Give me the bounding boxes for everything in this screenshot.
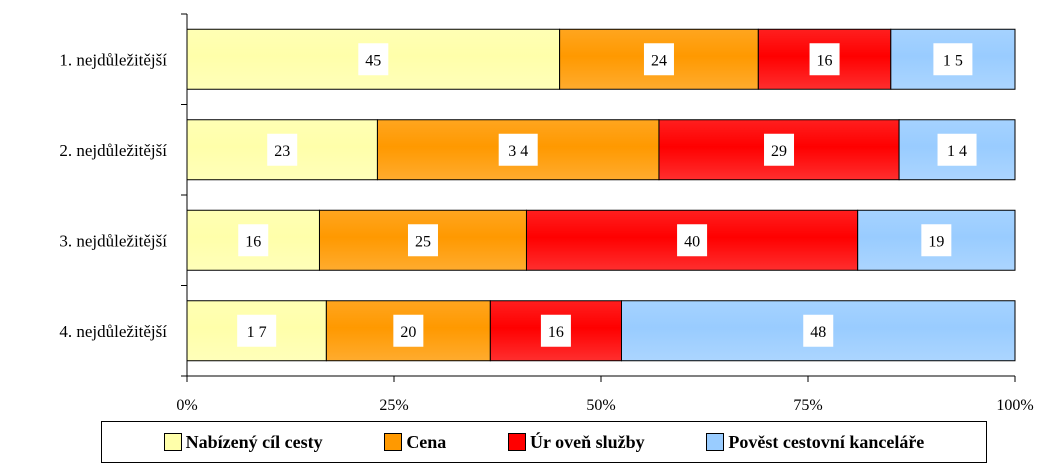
x-tick-label: 75% [793, 397, 822, 414]
data-label-bg [358, 43, 389, 76]
legend-label-agency-reputation: Pověst cestovní kanceláře [728, 431, 925, 452]
legend-label-destination: Nabízený cíl cesty [185, 431, 323, 452]
data-label-bg [643, 43, 674, 76]
data-label: 16 [548, 324, 564, 341]
x-tick-label: 100% [996, 397, 1033, 414]
category-label: 4. nejdůležitější [59, 322, 167, 341]
category-label: 2. nejdůležitější [59, 141, 167, 160]
legend-swatch-price [384, 433, 403, 451]
data-label: 45 [365, 52, 381, 69]
x-tick-label: 50% [586, 397, 615, 414]
legend-swatch-agency-reputation [706, 433, 725, 451]
data-label: 20 [400, 324, 416, 341]
data-label-bg [803, 314, 834, 347]
legend-item-destination: Nabízený cíl cesty [163, 431, 323, 453]
data-label: 16 [245, 233, 261, 250]
data-label: 25 [415, 233, 431, 250]
data-label-bg [540, 314, 571, 347]
data-label: 16 [817, 52, 833, 69]
data-label-bg [267, 133, 298, 166]
x-tick-label: 25% [379, 397, 408, 414]
bar-cena-3 [318, 209, 527, 271]
data-label: 1 7 [247, 324, 267, 341]
category-label: 3. nejdůležitější [59, 231, 167, 250]
data-label: 1 5 [943, 52, 963, 69]
stacked-bar-chart: 45 24 16 1 5 1. nejdůležitější 23 3 4 29 1 4 2. n… [59, 13, 1034, 414]
legend-item-agency-reputation: Pověst cestovní kanceláře [706, 432, 924, 453]
data-label-bg [677, 224, 708, 257]
data-label-bg [933, 43, 973, 76]
data-label: 1 4 [947, 143, 967, 160]
legend-label-price: Cena [406, 431, 447, 452]
chart-legend: Nabízený cíl cesty Cena Úr oveň služby P… [101, 421, 987, 463]
data-label: 24 [651, 52, 667, 69]
legend-item-service-level: Úr oveň služby [507, 431, 645, 453]
data-label: 48 [810, 324, 826, 341]
data-label: 29 [771, 143, 787, 160]
data-label-bg [809, 43, 840, 76]
x-tick-label: 0% [176, 397, 197, 414]
data-label: 23 [274, 143, 290, 160]
data-label-bg [937, 133, 977, 166]
data-label-bg [498, 133, 538, 166]
data-label-bg [237, 314, 277, 347]
legend-item-price: Cena [384, 432, 446, 453]
data-label-bg [921, 224, 952, 257]
data-label: 40 [684, 233, 700, 250]
legend-swatch-service-level [507, 433, 526, 451]
legend-swatch-destination [163, 433, 182, 451]
data-label-bg [393, 314, 424, 347]
data-label-bg [407, 224, 438, 257]
data-label-bg [764, 133, 795, 166]
legend-label-service-level: Úr oveň služby [529, 431, 645, 452]
data-label: 19 [928, 233, 944, 250]
data-label-bg [238, 224, 269, 257]
data-label: 3 4 [508, 143, 528, 160]
category-label: 1. nejdůležitější [59, 50, 167, 69]
